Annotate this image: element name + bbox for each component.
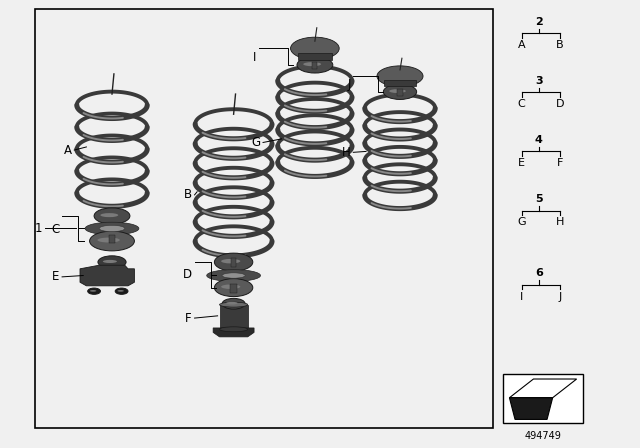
Bar <box>231 258 236 267</box>
Ellipse shape <box>88 288 100 294</box>
Text: 494749: 494749 <box>525 431 561 441</box>
Ellipse shape <box>100 213 118 217</box>
Text: 2: 2 <box>535 17 543 26</box>
Text: C: C <box>518 99 525 109</box>
Text: G: G <box>252 136 260 149</box>
Text: H: H <box>342 146 351 159</box>
Ellipse shape <box>383 84 417 99</box>
Polygon shape <box>213 328 254 337</box>
Ellipse shape <box>103 260 117 263</box>
Text: E: E <box>518 158 525 168</box>
Text: 5: 5 <box>535 194 543 204</box>
Bar <box>109 235 115 243</box>
Text: J: J <box>558 292 562 302</box>
Polygon shape <box>509 379 577 398</box>
Polygon shape <box>509 398 553 419</box>
Text: C: C <box>51 223 60 237</box>
Text: 3: 3 <box>535 76 543 86</box>
Ellipse shape <box>115 288 128 294</box>
Ellipse shape <box>85 222 139 235</box>
Ellipse shape <box>214 279 253 297</box>
Text: A: A <box>64 143 72 157</box>
Text: D: D <box>183 268 192 281</box>
Text: F: F <box>186 311 192 325</box>
Ellipse shape <box>222 273 245 278</box>
Text: E: E <box>52 270 60 284</box>
Bar <box>298 53 332 60</box>
Bar <box>384 80 416 86</box>
Ellipse shape <box>99 225 125 232</box>
Ellipse shape <box>207 270 260 281</box>
Ellipse shape <box>222 298 245 309</box>
Ellipse shape <box>226 302 237 305</box>
Ellipse shape <box>214 253 253 271</box>
Text: B: B <box>184 188 192 202</box>
Bar <box>397 89 403 96</box>
Ellipse shape <box>90 290 96 292</box>
Ellipse shape <box>297 57 333 73</box>
Ellipse shape <box>94 208 130 224</box>
Bar <box>312 62 317 69</box>
Ellipse shape <box>90 231 134 251</box>
Ellipse shape <box>220 302 248 307</box>
Text: J: J <box>348 78 351 91</box>
Ellipse shape <box>377 66 423 86</box>
Text: I: I <box>520 292 524 302</box>
Ellipse shape <box>97 237 120 242</box>
Text: H: H <box>556 217 564 227</box>
Bar <box>35 9 493 428</box>
Text: G: G <box>517 217 526 227</box>
Polygon shape <box>80 265 134 286</box>
Ellipse shape <box>303 62 321 66</box>
Ellipse shape <box>118 290 124 292</box>
Ellipse shape <box>291 37 339 60</box>
Bar <box>220 305 248 329</box>
Bar <box>503 374 583 423</box>
Text: 6: 6 <box>535 268 543 278</box>
Ellipse shape <box>221 259 241 263</box>
Text: 1: 1 <box>35 222 42 235</box>
Text: B: B <box>556 40 564 50</box>
Ellipse shape <box>98 256 126 268</box>
Ellipse shape <box>389 89 406 93</box>
Text: I: I <box>253 51 256 64</box>
Text: D: D <box>556 99 564 109</box>
Ellipse shape <box>220 327 248 332</box>
Text: F: F <box>557 158 563 168</box>
Text: A: A <box>518 40 525 50</box>
Bar <box>230 284 237 293</box>
Ellipse shape <box>221 284 241 289</box>
Text: 4: 4 <box>535 135 543 145</box>
